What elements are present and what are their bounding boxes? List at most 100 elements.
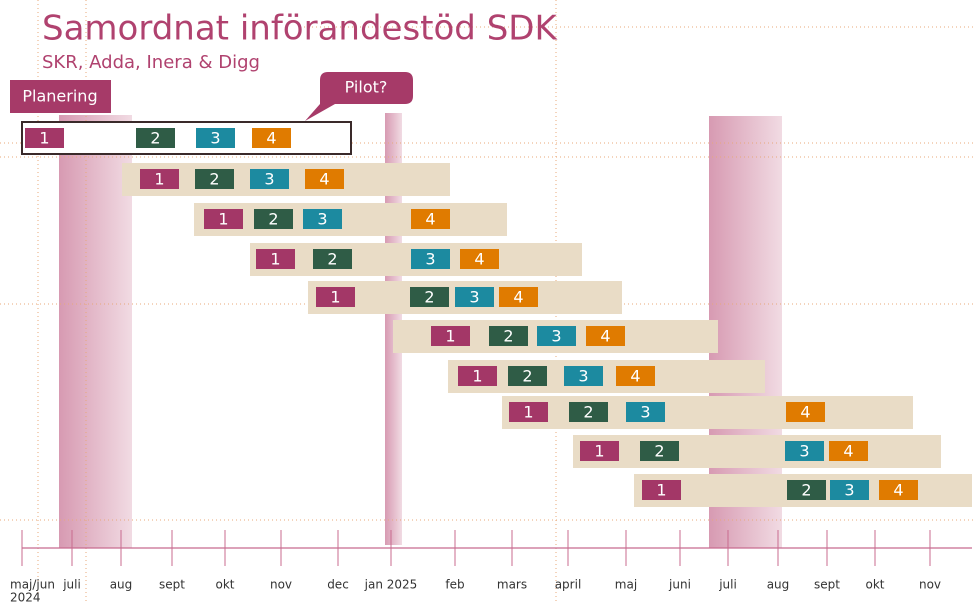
step-label: 1 [656, 481, 666, 500]
month-label: nov [919, 578, 941, 592]
month-label: juni [668, 578, 691, 592]
step-label: 4 [630, 367, 640, 386]
timeline: maj/jun juli aug sept okt nov dec jan 2025 feb ma… [10, 530, 972, 604]
month-label: feb [445, 578, 464, 592]
step-box [254, 209, 293, 229]
step-box [136, 128, 175, 148]
step-box [256, 249, 295, 269]
step-label: 1 [523, 403, 533, 422]
step-box [316, 287, 355, 307]
month-label: maj/jun [10, 578, 55, 592]
step-box [455, 287, 494, 307]
step-box [508, 366, 547, 386]
month-label: aug [767, 578, 790, 592]
month-label: dec [327, 578, 349, 592]
step-label: 2 [801, 481, 811, 500]
month-label: jan 2025 [364, 578, 418, 592]
step-box [458, 366, 497, 386]
step-label: 3 [844, 481, 854, 500]
step-label: 2 [503, 327, 513, 346]
step-box [580, 441, 619, 461]
month-label: aug [110, 578, 133, 592]
step-label: 1 [594, 442, 604, 461]
step-label: 3 [425, 250, 435, 269]
step-box [489, 326, 528, 346]
month-label: maj [615, 578, 637, 592]
pilot-callout [305, 72, 413, 121]
step-box [499, 287, 538, 307]
step-label: 2 [583, 403, 593, 422]
step-box [586, 326, 625, 346]
step-label: 4 [266, 129, 276, 148]
step-label: 3 [551, 327, 561, 346]
step-label: 4 [843, 442, 853, 461]
step-label: 3 [640, 403, 650, 422]
step-box [305, 169, 344, 189]
row-bar [448, 360, 765, 393]
step-label: 4 [425, 210, 435, 229]
step-label: 1 [330, 288, 340, 307]
step-label: 2 [150, 129, 160, 148]
row-bar [573, 435, 941, 468]
step-box [250, 169, 289, 189]
step-box [786, 402, 825, 422]
step-box [195, 169, 234, 189]
planning-label: Planering [22, 87, 97, 106]
step-label: 3 [264, 170, 274, 189]
subtitle: SKR, Adda, Inera & Digg [42, 52, 260, 73]
step-label: 4 [893, 481, 903, 500]
step-box [569, 402, 608, 422]
step-label: 2 [327, 250, 337, 269]
step-box [204, 209, 243, 229]
step-box [537, 326, 576, 346]
step-box [564, 366, 603, 386]
step-label: 3 [799, 442, 809, 461]
month-label: juli [718, 578, 737, 592]
month-label: okt [866, 578, 885, 592]
step-label: 2 [654, 442, 664, 461]
year-label: 2024 [10, 591, 41, 604]
planning-box [10, 80, 111, 113]
step-box [196, 128, 235, 148]
step-label: 3 [210, 129, 220, 148]
step-label: 3 [578, 367, 588, 386]
step-label: 4 [474, 250, 484, 269]
step-box [411, 209, 450, 229]
step-box [879, 480, 918, 500]
rows: 1 2 3 41 2 3 41 2 3 41 2 3 41 2 3 41 2 3 41 2 3 41 2 3 41 2 3 41 2 3 4 [21, 121, 972, 507]
step-box [431, 326, 470, 346]
step-label: 2 [268, 210, 278, 229]
step-label: 4 [319, 170, 329, 189]
holiday-band [59, 115, 132, 548]
step-box [830, 480, 869, 500]
pilot-label: Pilot? [345, 78, 388, 97]
step-label: 1 [39, 129, 49, 148]
step-label: 2 [209, 170, 219, 189]
row-bar [21, 121, 352, 155]
step-label: 2 [522, 367, 532, 386]
row-bar [502, 396, 913, 429]
month-label: nov [270, 578, 292, 592]
month-label: juli [62, 578, 81, 592]
step-box [787, 480, 826, 500]
step-box [616, 366, 655, 386]
step-label: 1 [218, 210, 228, 229]
step-label: 4 [800, 403, 810, 422]
step-label: 4 [513, 288, 523, 307]
month-label: sept [159, 578, 185, 592]
step-box [25, 128, 64, 148]
step-box [785, 441, 824, 461]
step-label: 1 [472, 367, 482, 386]
step-box [626, 402, 665, 422]
title: Samordnat införandestöd SDK [42, 9, 558, 49]
month-label: sept [814, 578, 840, 592]
step-label: 3 [317, 210, 327, 229]
step-label: 2 [424, 288, 434, 307]
step-box [411, 249, 450, 269]
step-label: 1 [154, 170, 164, 189]
row-bar [194, 203, 507, 236]
step-box [640, 441, 679, 461]
step-box [303, 209, 342, 229]
step-box [460, 249, 499, 269]
